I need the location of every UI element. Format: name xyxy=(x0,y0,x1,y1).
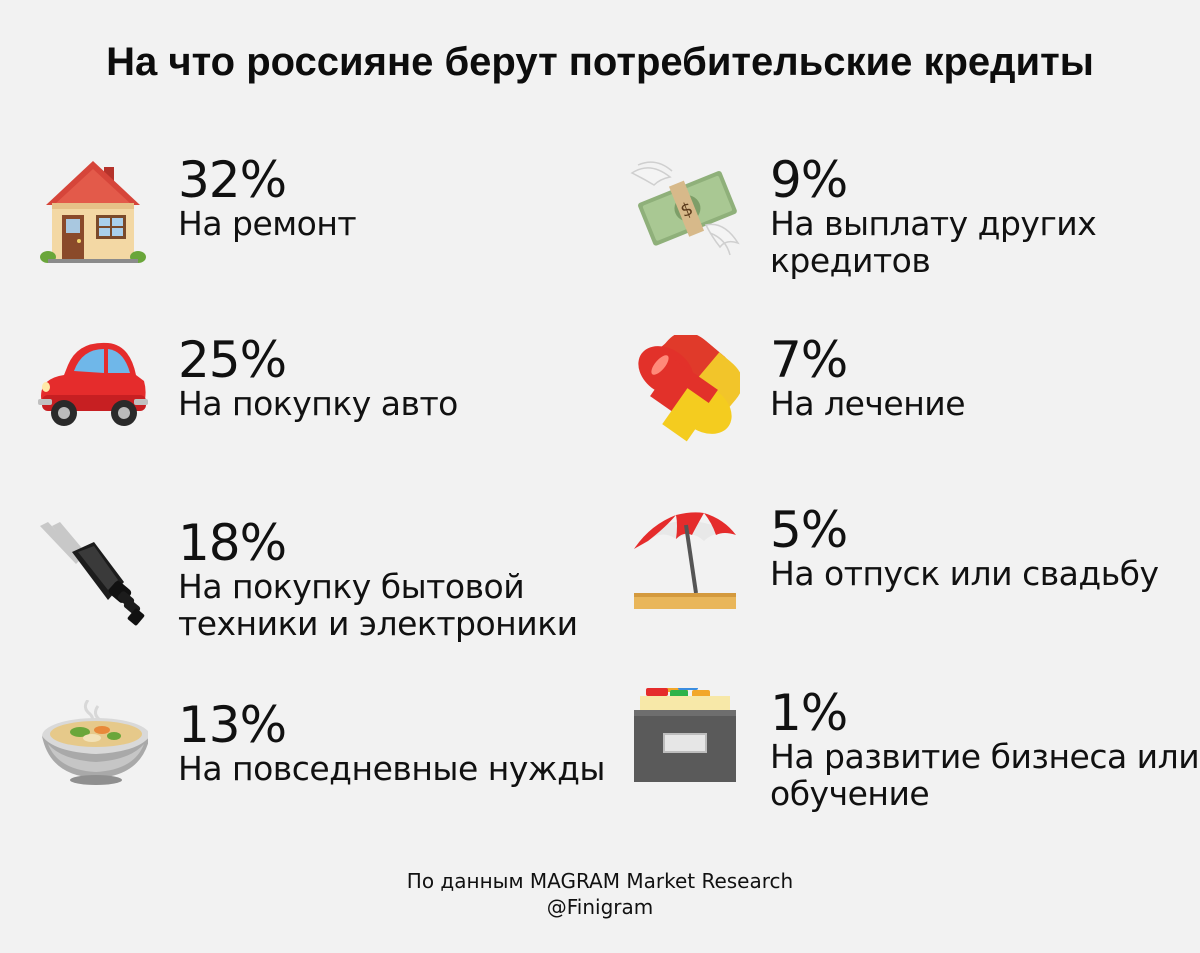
item-text: 25% На покупку авто xyxy=(178,335,608,422)
item-text: 5% На отпуск или свадьбу xyxy=(770,505,1200,592)
page-title: На что россияне берут потребительские кр… xyxy=(106,40,1094,84)
item-label: На ремонт xyxy=(178,204,357,243)
item-text: 13% На повседневные нужды xyxy=(178,700,608,787)
car-icon xyxy=(38,335,148,445)
plug-icon xyxy=(38,518,148,628)
item-text: 1% На развитие бизнеса или обучение xyxy=(770,688,1200,812)
item-text: 7% На лечение xyxy=(770,335,1200,422)
percent-value: 5% xyxy=(770,501,848,559)
soup-bowl-icon xyxy=(38,699,150,810)
percent-value: 13% xyxy=(178,696,287,754)
item-text: 18% На покупку бытовой техники и электро… xyxy=(178,518,608,642)
item-label: На отпуск или свадьбу xyxy=(770,554,1159,593)
percent-value: 25% xyxy=(178,331,287,389)
item-label: На покупку бытовой техники и электроники xyxy=(178,567,578,643)
source-note: По данным MAGRAM Market Research @Finigr… xyxy=(0,868,1200,920)
percent-value: 1% xyxy=(770,684,848,742)
source-line: По данным MAGRAM Market Research xyxy=(406,869,794,893)
pill-icon xyxy=(630,331,743,445)
item-label: На выплату других кредитов xyxy=(770,204,1097,280)
item-label: На лечение xyxy=(770,384,966,423)
percent-value: 18% xyxy=(178,514,287,572)
item-label: На повседневные нужды xyxy=(178,749,605,788)
percent-value: 7% xyxy=(770,331,848,389)
beach-umbrella-icon xyxy=(630,505,740,615)
item-text: 32% На ремонт xyxy=(178,155,608,242)
source-handle: @Finigram xyxy=(546,895,654,919)
card-file-box-icon xyxy=(630,682,740,798)
money-with-wings-icon: $ xyxy=(630,155,740,265)
item-label: На покупку авто xyxy=(178,384,458,423)
percent-value: 9% xyxy=(770,151,848,209)
house-icon xyxy=(38,155,148,265)
percent-value: 32% xyxy=(178,151,287,209)
item-text: 9% На выплату других кредитов xyxy=(770,155,1200,279)
item-label: На развитие бизнеса или обучение xyxy=(770,737,1200,813)
